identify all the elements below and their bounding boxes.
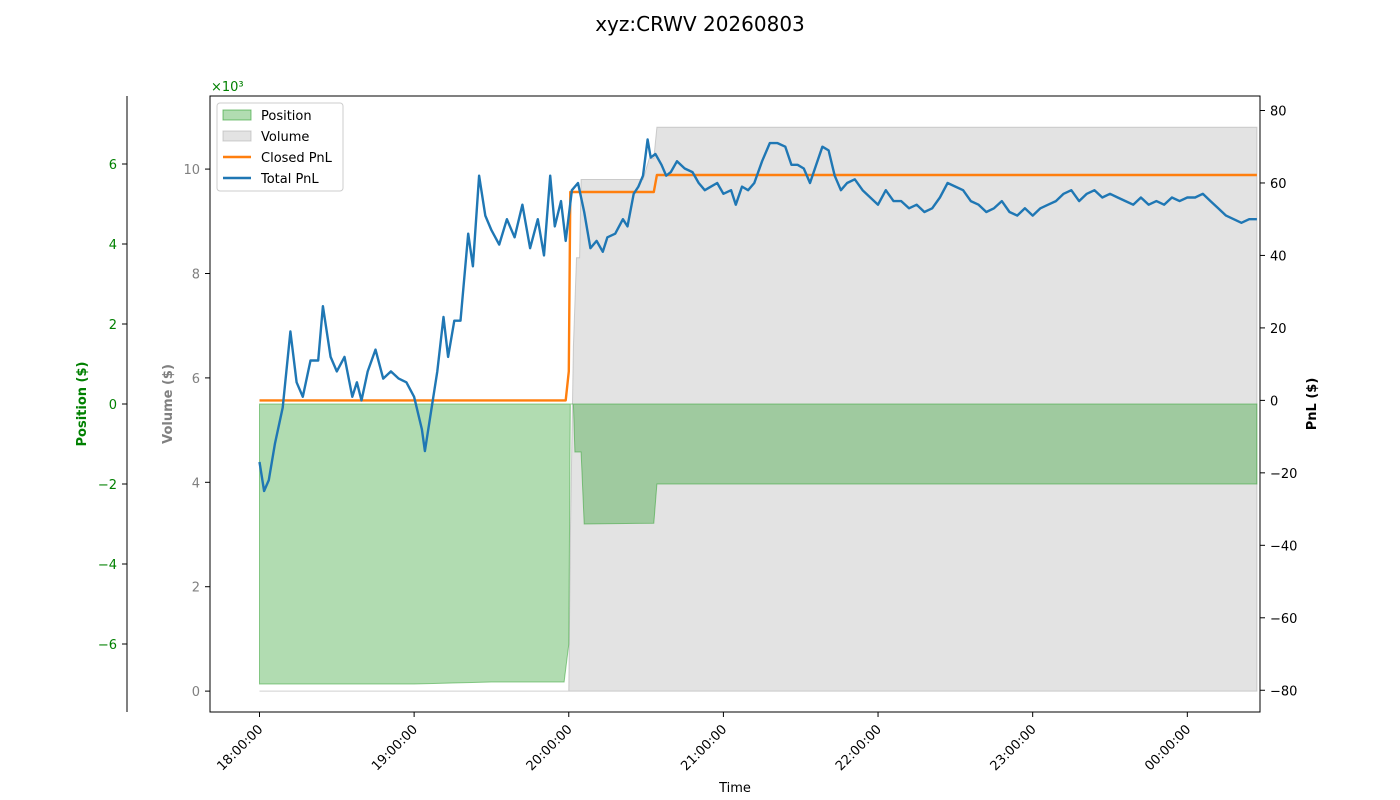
position-tick-label: 2 [109, 318, 117, 333]
position-axis-multiplier: ×10³ [211, 80, 244, 95]
closed-pnl-line [259, 173, 1257, 402]
pnl-tick-label: 40 [1270, 249, 1287, 264]
position-tick-label: −6 [98, 638, 117, 653]
volume-area [259, 126, 1258, 692]
pnl-axis-label: PnL ($) [1305, 378, 1320, 431]
total-pnl-line [258, 138, 1257, 493]
line-layer [258, 138, 1257, 493]
x-axis-label: Time [718, 781, 751, 796]
pnl-tick-label: −60 [1270, 612, 1297, 627]
legend-label: Closed PnL [261, 151, 333, 166]
position-tick-label: −2 [98, 478, 117, 493]
x-tick-label: 22:00:00 [833, 722, 885, 774]
legend-label: Volume [261, 130, 309, 145]
x-tick-label: 20:00:00 [524, 722, 576, 774]
x-tick-label: 19:00:00 [369, 722, 421, 774]
pnl-tick-label: −20 [1270, 467, 1297, 482]
position-tick-label: 4 [109, 238, 117, 253]
position-tick-label: 6 [109, 158, 117, 173]
volume-tick-label: 2 [192, 581, 200, 596]
area-layer [259, 126, 1258, 692]
chart-title: xyz:CRWV 20260803 [595, 12, 805, 36]
position-tick-label: −4 [98, 558, 117, 573]
position-tick-label: 0 [109, 398, 117, 413]
x-tick-label: 00:00:00 [1142, 722, 1194, 774]
pnl-tick-label: 0 [1270, 394, 1278, 409]
plot-frame [209, 95, 1261, 713]
legend: Position Volume Closed PnL Total PnL [216, 102, 344, 192]
legend-label: Total PnL [260, 172, 319, 187]
pnl-tick-label: 60 [1270, 177, 1287, 192]
legend-swatch [222, 109, 252, 121]
pnl-tick-label: −80 [1270, 684, 1297, 699]
x-tick-label: 18:00:00 [214, 722, 266, 774]
legend-box [216, 102, 344, 192]
volume-tick-label: 0 [192, 685, 200, 700]
pnl-tick-label: 80 [1270, 104, 1287, 119]
volume-axis-label: Volume ($) [161, 364, 176, 444]
x-tick-label: 21:00:00 [678, 722, 730, 774]
legend-label: Position [261, 109, 312, 124]
pnl-tick-label: −40 [1270, 539, 1297, 554]
x-tick-label: 23:00:00 [988, 722, 1040, 774]
volume-tick-label: 6 [192, 372, 200, 387]
position-axis-label: Position ($) [75, 362, 90, 447]
volume-tick-label: 10 [183, 163, 200, 178]
position-area [259, 403, 1258, 685]
volume-tick-label: 8 [192, 267, 200, 282]
volume-tick-label: 4 [192, 476, 200, 491]
legend-swatch [222, 130, 252, 142]
pnl-tick-label: 20 [1270, 322, 1287, 337]
